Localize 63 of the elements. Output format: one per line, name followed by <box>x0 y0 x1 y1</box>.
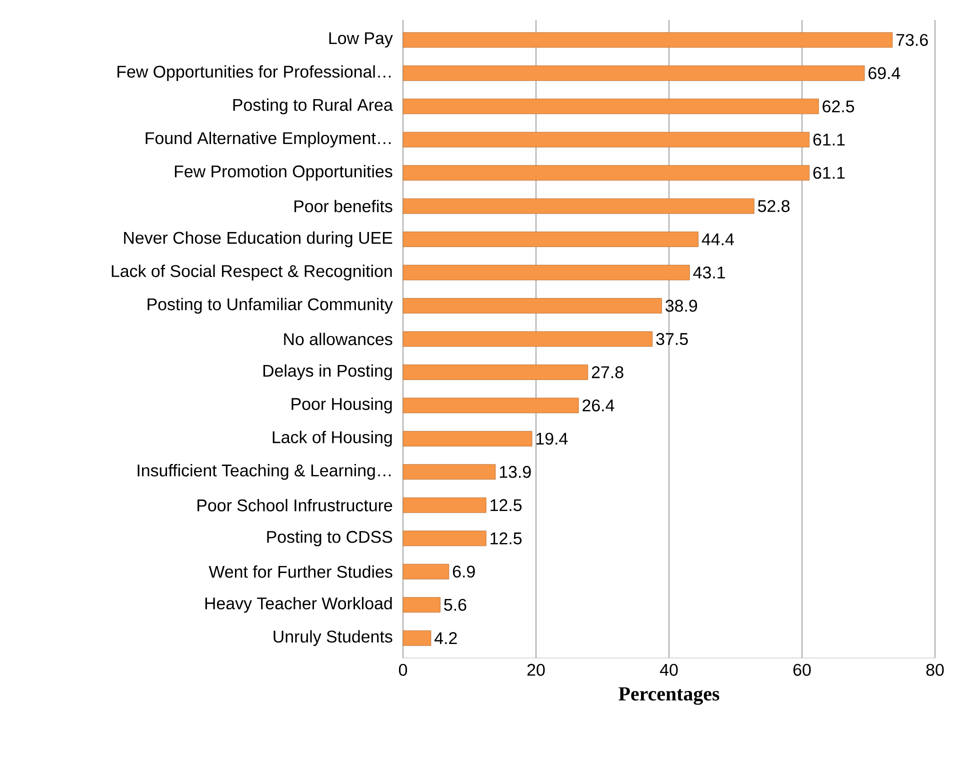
data-label: 61.1 <box>813 166 845 179</box>
bar <box>402 165 810 181</box>
bar <box>402 530 486 546</box>
data-label: 27.8 <box>592 366 624 378</box>
data-label: 12.5 <box>490 499 522 512</box>
bar <box>402 430 532 446</box>
bar <box>402 364 588 380</box>
y-tick-label: Posting to Unfamiliar Community <box>148 298 393 314</box>
data-label: 13.9 <box>500 466 531 478</box>
y-tick-label: Never Chose Education during UEE <box>124 231 392 248</box>
bar <box>402 32 893 48</box>
data-label: 52.8 <box>758 200 790 212</box>
data-label: 12.5 <box>490 532 522 544</box>
y-tick-label: Delays in Posting <box>263 364 392 380</box>
data-label: 6.9 <box>452 566 475 578</box>
data-label: 73.6 <box>896 34 928 46</box>
data-label: 43.1 <box>693 266 725 279</box>
y-tick-label: Few Opportunities for Professional… <box>118 65 391 82</box>
y-tick-label: Heavy Teacher Workload <box>205 596 392 613</box>
data-label: 26.4 <box>582 399 614 412</box>
bar <box>402 497 486 513</box>
data-label: 37.5 <box>656 333 688 346</box>
x-axis-title: Percentages <box>618 687 720 705</box>
bar <box>402 597 440 613</box>
y-tick-label: No allowances <box>284 332 392 346</box>
y-tick-label: Insufficient Teaching & Learning… <box>138 464 391 480</box>
y-tick-label: Posting to Rural Area <box>233 98 393 114</box>
x-tick-label: 80 <box>926 664 944 676</box>
bar <box>402 298 662 314</box>
bar <box>402 398 579 414</box>
data-label: 19.4 <box>536 432 568 445</box>
y-tick-label: Lack of Social Respect & Recognition <box>112 264 392 280</box>
bar <box>402 198 754 214</box>
bar <box>402 264 690 280</box>
y-tick-label: Few Promotion Opportunities <box>174 164 392 181</box>
bar <box>402 232 698 248</box>
bar <box>402 65 865 81</box>
data-label: 62.5 <box>822 100 854 112</box>
y-tick-label: Lack of Housing <box>272 430 392 447</box>
x-tick-label: 20 <box>527 664 545 676</box>
y-tick-label: Poor benefits <box>294 200 392 212</box>
y-tick-label: Poor School Infrustructure <box>198 498 392 512</box>
y-tick-label: Posting to CDSS <box>267 530 392 546</box>
bar <box>402 464 496 480</box>
x-tick-label: 0 <box>398 664 408 676</box>
y-tick-label: Found Alternative Employment… <box>146 132 391 148</box>
bar <box>402 98 819 114</box>
data-label: 44.4 <box>702 233 734 246</box>
bar <box>402 132 810 148</box>
data-label: 38.9 <box>666 300 698 312</box>
y-tick-label: Low Pay <box>329 32 393 48</box>
data-label: 5.6 <box>444 598 466 611</box>
y-tick-label: Unruly Students <box>274 630 392 646</box>
x-tick-label: 40 <box>660 664 678 676</box>
x-tick-label: 60 <box>793 664 811 676</box>
data-label: 69.4 <box>868 67 900 80</box>
y-tick-label: Poor Housing <box>292 398 392 414</box>
bar <box>402 630 432 646</box>
y-tick-label: Went for Further Studies <box>208 565 392 578</box>
bar <box>402 564 450 580</box>
data-label: 61.1 <box>813 134 845 146</box>
bar <box>402 331 653 347</box>
data-label: 4.2 <box>434 632 457 644</box>
